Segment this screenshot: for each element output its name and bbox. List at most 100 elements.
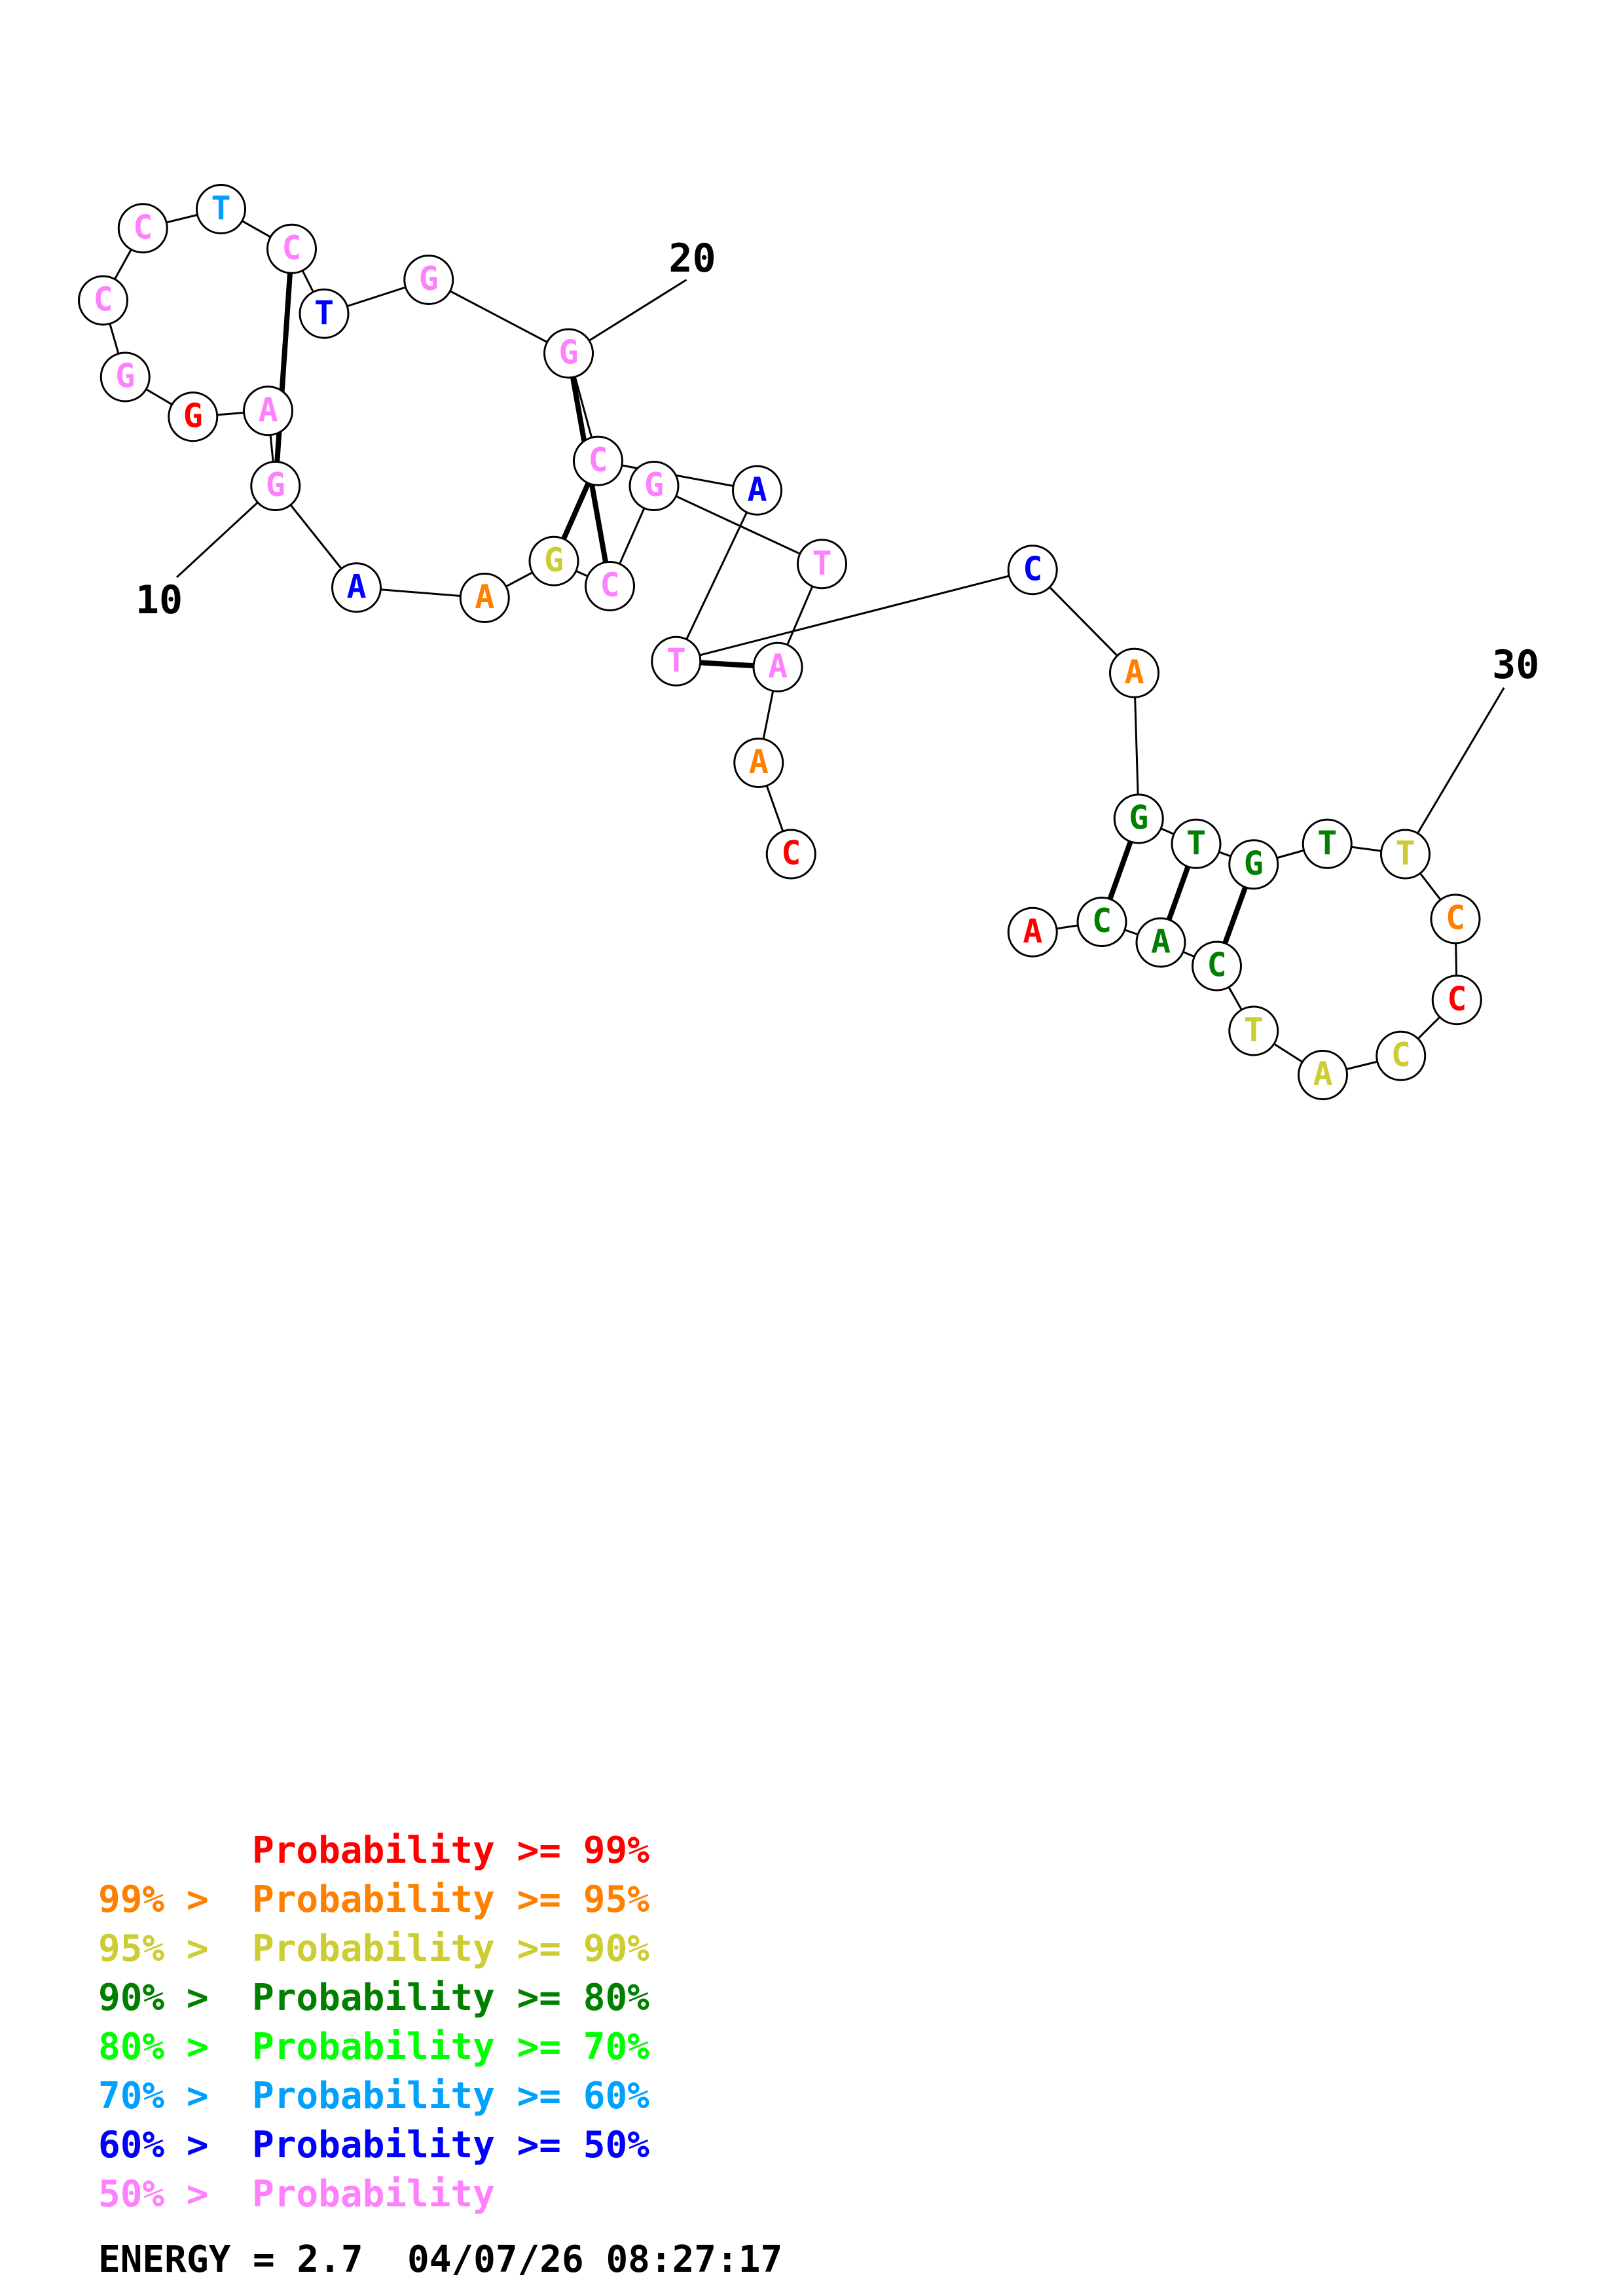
nucleotide-node: A [733, 738, 784, 788]
nucleotide-base-label: T [812, 544, 831, 582]
nucleotide-node: C [1376, 1030, 1427, 1081]
nucleotide-base-label: A [768, 647, 788, 685]
probability-legend: Probability >= 99% 99% > Probability >= 9… [98, 1826, 649, 2219]
nucleotide-node: G [528, 535, 579, 586]
nucleotide-base-label: A [1313, 1055, 1332, 1093]
nucleotide-base-label: G [266, 466, 285, 504]
legend-text: Probability [252, 2173, 495, 2215]
legend-row: 99% > Probability >= 95% [98, 1875, 649, 1924]
backbone-segment [676, 569, 1033, 662]
nucleotide-base-label: A [749, 743, 769, 781]
nucleotide-circle [403, 255, 454, 305]
legend-prefix: 90% > [98, 1977, 231, 2019]
nucleotide-node: C [1007, 545, 1058, 596]
nucleotide-circle [732, 465, 782, 516]
legend-prefix: 95% > [98, 1928, 231, 1970]
nucleotide-base-label: C [133, 208, 153, 246]
nucleotide-node: A [1007, 906, 1058, 958]
nucleotide-base-label: C [1391, 1036, 1411, 1074]
legend-prefix: 80% > [98, 2026, 231, 2068]
nucleotide-node: T [299, 288, 350, 339]
nucleotide-base-label: T [1244, 1011, 1264, 1049]
nucleotide-circle [1007, 545, 1058, 596]
nucleotide-base-label: A [346, 567, 366, 605]
nucleotide-circle [1007, 906, 1058, 958]
legend-text: Probability >= 60% [252, 2075, 649, 2117]
nucleotide-node: G [543, 328, 594, 379]
nucleotide-node: G [168, 391, 219, 442]
nucleotide-base-label: A [1151, 923, 1171, 961]
nucleotide-node: C [266, 223, 317, 274]
nucleotide-circle [528, 535, 579, 586]
legend-row: Probability >= 99% [98, 1826, 649, 1875]
legend-row: 60% > Probability >= 50% [98, 2121, 649, 2170]
nucleotide-node: C [117, 203, 168, 254]
nucleotide-circle [543, 328, 594, 379]
energy-timestamp-line: ENERGY = 2.7 04/07/26 08:27:17 [98, 2238, 783, 2281]
nucleotide-circle [250, 461, 301, 511]
position-index-label: 10 [136, 577, 183, 623]
nucleotide-node: G [1228, 839, 1279, 890]
legend-text: Probability >= 90% [252, 1928, 649, 1970]
nucleotide-base-label: T [314, 294, 334, 332]
nucleotide-base-label: T [666, 641, 686, 679]
legend-prefix: 60% > [98, 2124, 231, 2166]
nucleotide-node: T [1380, 829, 1431, 880]
nucleotide-base-label: C [282, 229, 301, 267]
nucleotide-base-label: T [1317, 824, 1337, 862]
legend-text: Probability >= 70% [252, 2026, 649, 2068]
backbone-segment [428, 279, 570, 355]
nucleotide-base-label: G [558, 334, 578, 372]
nucleotide-circle [1431, 975, 1482, 1026]
nucleotide-base-label: T [211, 189, 230, 227]
legend-prefix: 99% > [98, 1878, 231, 1921]
nucleotide-base-label: C [1207, 946, 1226, 984]
nucleotide-node: A [1298, 1050, 1348, 1100]
legend-prefix: 70% > [98, 2075, 231, 2117]
position-index-label: 30 [1492, 642, 1539, 688]
nucleotide-circle [1376, 1030, 1427, 1081]
backbone-segment [653, 485, 823, 565]
nucleotide-base-label: G [419, 260, 439, 298]
nucleotide-circle [243, 386, 293, 437]
nucleotide-node: A [732, 465, 782, 516]
nucleotide-circle [78, 275, 128, 326]
nucleotide-node: A [752, 641, 803, 692]
nucleotide-node: T [196, 184, 246, 234]
nucleotide-circle [117, 203, 168, 254]
legend-text: Probability >= 99% [252, 1829, 649, 1872]
nucleotide-circle [733, 738, 784, 788]
nucleotide-base-label: C [781, 834, 801, 872]
nucleotide-node: C [1192, 941, 1242, 992]
nucleotide-circle [331, 562, 382, 613]
nucleotide-base-label: C [588, 441, 608, 479]
nucleotide-circle [651, 636, 702, 687]
nucleotide-node: C [1076, 897, 1127, 947]
legend-text: Probability >= 50% [252, 2124, 649, 2166]
nucleotide-base-label: T [1395, 834, 1415, 872]
nucleotide-circle [1380, 829, 1431, 880]
nucleotide-node: A [1135, 917, 1186, 968]
nucleotide-base-label: G [644, 466, 664, 504]
nucleotide-node: T [1302, 818, 1353, 869]
legend-text: Probability >= 80% [252, 1977, 649, 2019]
nucleotide-circle [573, 435, 623, 486]
nucleotide-circle [1302, 818, 1353, 869]
nucleotide-node: C [573, 435, 623, 486]
legend-row: 90% > Probability >= 80% [98, 1973, 649, 2022]
nucleotide-circle [585, 561, 635, 611]
index-leader-line [1404, 687, 1505, 855]
nucleotide-node: C [1431, 975, 1482, 1026]
nucleotide-base-label: G [1129, 799, 1148, 837]
nucleotide-node: A [1109, 647, 1159, 698]
nucleotide-circle [1430, 893, 1481, 944]
nucleotide-circle [1298, 1050, 1348, 1100]
nucleotide-base-label: A [1124, 653, 1144, 691]
legend-prefix: 50% > [98, 2173, 231, 2215]
nucleotide-node: G [100, 351, 151, 403]
nucleotide-base-label: C [1023, 550, 1042, 588]
nucleotide-circle [752, 641, 803, 692]
nucleotide-node: C [1430, 893, 1481, 944]
nucleotide-base-label: G [1244, 844, 1264, 882]
